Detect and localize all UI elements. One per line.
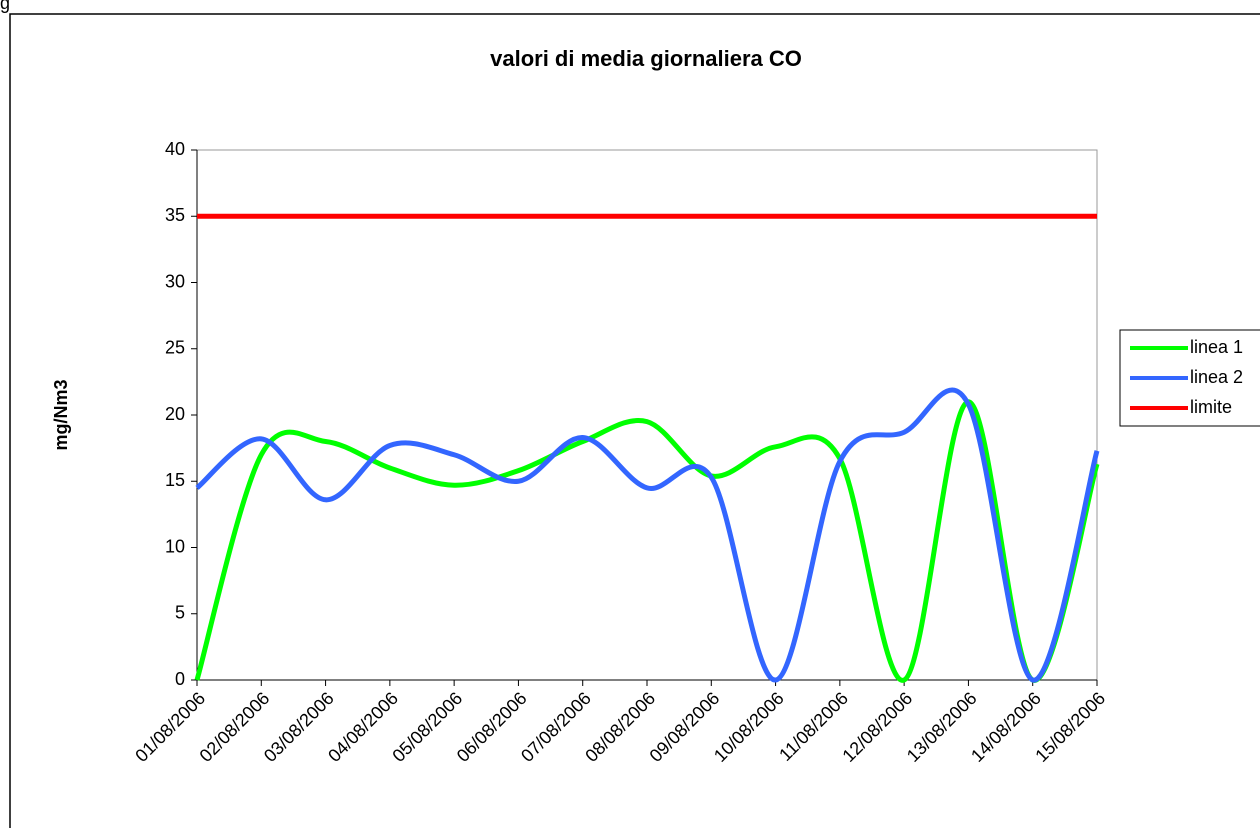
x-tick-label: 10/08/2006 — [710, 688, 788, 766]
y-tick-label: 25 — [165, 338, 185, 358]
y-tick-label: 20 — [165, 404, 185, 424]
series-line — [195, 387, 1100, 683]
caption: g — [0, 0, 10, 13]
y-tick-label: 40 — [165, 139, 185, 159]
legend-label: linea 1 — [1190, 337, 1243, 357]
chart-title: valori di media giornaliera CO — [490, 46, 802, 71]
y-axis-label: mg/Nm3 — [51, 379, 71, 450]
y-tick-label: 30 — [165, 271, 185, 291]
series-line — [194, 399, 1100, 683]
y-tick-label: 10 — [165, 536, 185, 556]
y-tick-label: 5 — [175, 603, 185, 623]
y-tick-label: 15 — [165, 470, 185, 490]
y-tick-label: 0 — [175, 669, 185, 689]
chart-border — [9, 13, 1260, 828]
y-tick-label: 35 — [165, 205, 185, 225]
legend-label: linea 2 — [1190, 367, 1243, 387]
legend-label: limite — [1190, 397, 1232, 417]
x-tick-label: 15/08/2006 — [1031, 688, 1109, 766]
